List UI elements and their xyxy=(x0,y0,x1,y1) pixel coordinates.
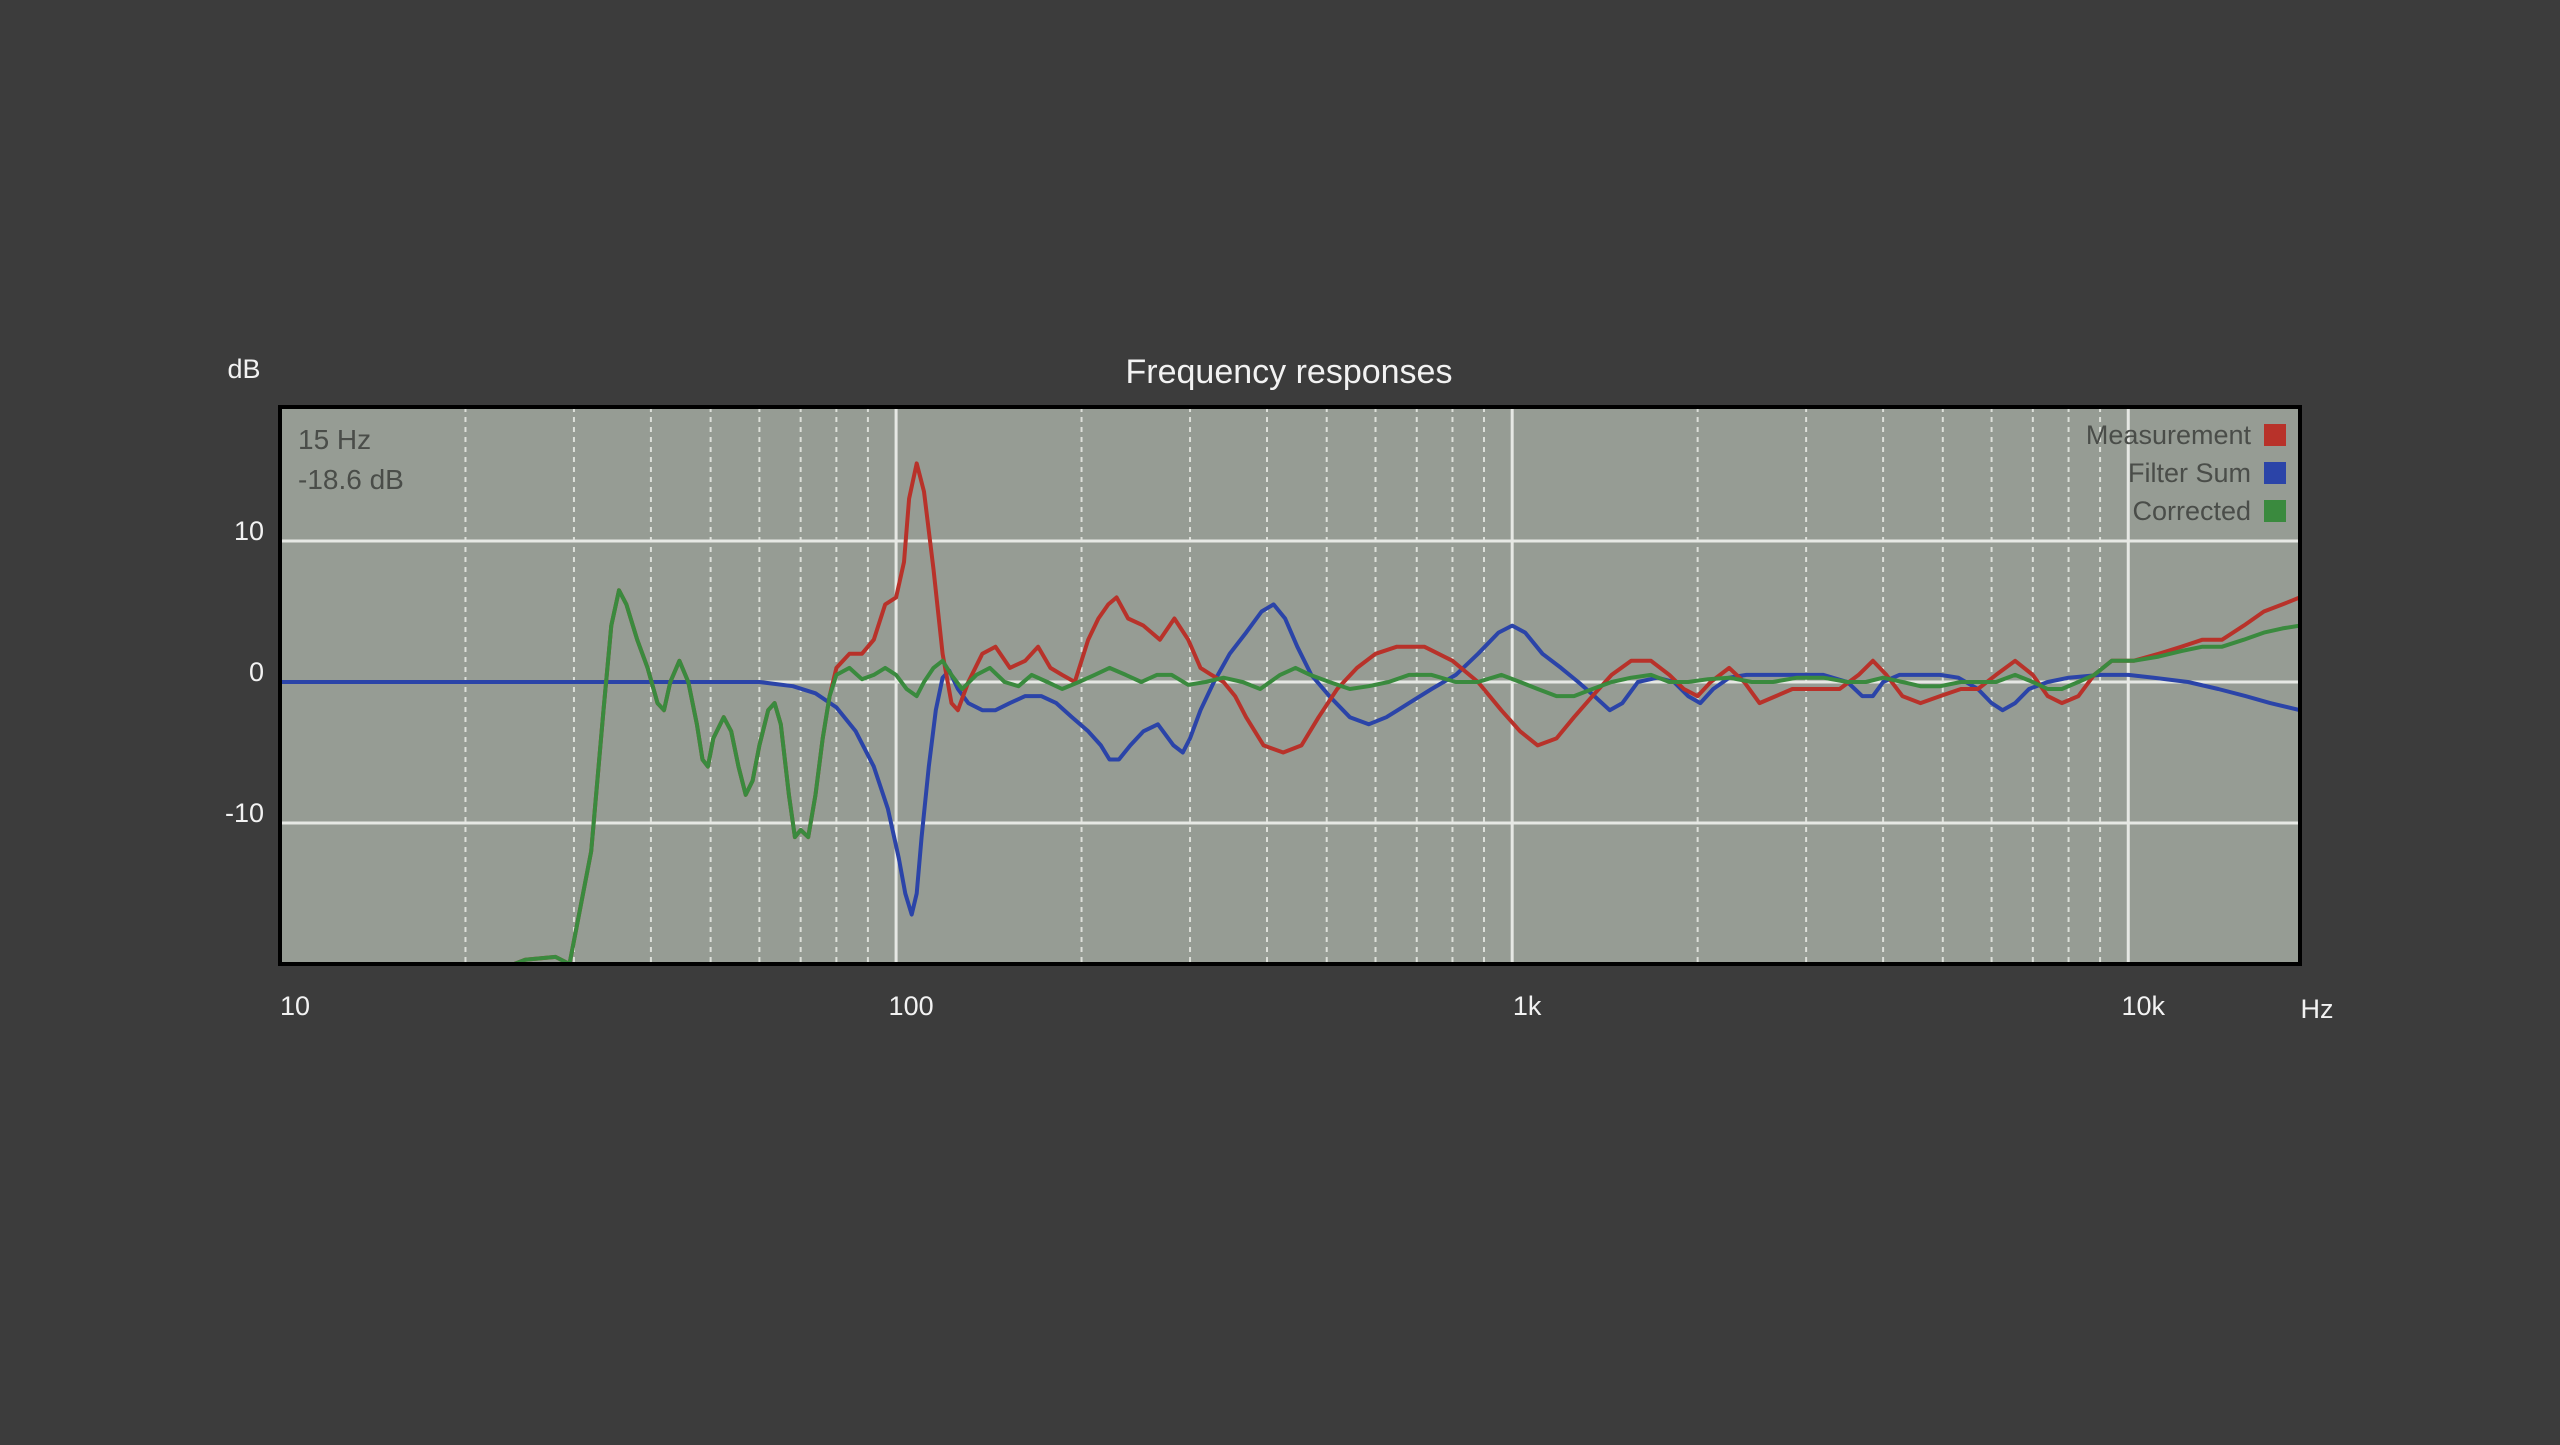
x-axis-unit-label: Hz xyxy=(2301,994,2334,1024)
y-tick-label: 10 xyxy=(234,516,264,546)
x-tick-label: 100 xyxy=(889,991,934,1021)
plot-area[interactable] xyxy=(280,407,2300,964)
legend: Measurement Filter Sum Corrected xyxy=(2086,420,2286,526)
legend-swatch xyxy=(2264,424,2286,446)
cursor-frequency-readout: 15 Hz xyxy=(298,424,371,455)
chart-title: Frequency responses xyxy=(1126,353,1453,391)
series-line-corrected xyxy=(280,588,2300,964)
series-line-filter-sum xyxy=(280,602,2300,917)
x-tick-label: 1k xyxy=(1513,991,1542,1021)
x-tick-label: 10 xyxy=(280,991,310,1021)
legend-label: Measurement xyxy=(2086,420,2252,450)
y-axis-unit-label: dB xyxy=(227,354,260,384)
y-tick-label: -10 xyxy=(225,798,264,828)
y-tick-label: 0 xyxy=(249,657,264,687)
legend-swatch xyxy=(2264,500,2286,522)
x-tick-label: 10k xyxy=(2121,991,2165,1021)
legend-label: Filter Sum xyxy=(2128,458,2251,488)
legend-label: Corrected xyxy=(2132,496,2251,526)
y-axis-ticks: 10 0 -10 xyxy=(225,516,264,828)
plot-border xyxy=(278,405,2302,966)
x-axis-ticks: 10 100 1k 10k xyxy=(280,991,2166,1021)
series-lines xyxy=(280,461,2300,964)
cursor-level-readout: -18.6 dB xyxy=(298,464,404,495)
legend-swatch xyxy=(2264,462,2286,484)
